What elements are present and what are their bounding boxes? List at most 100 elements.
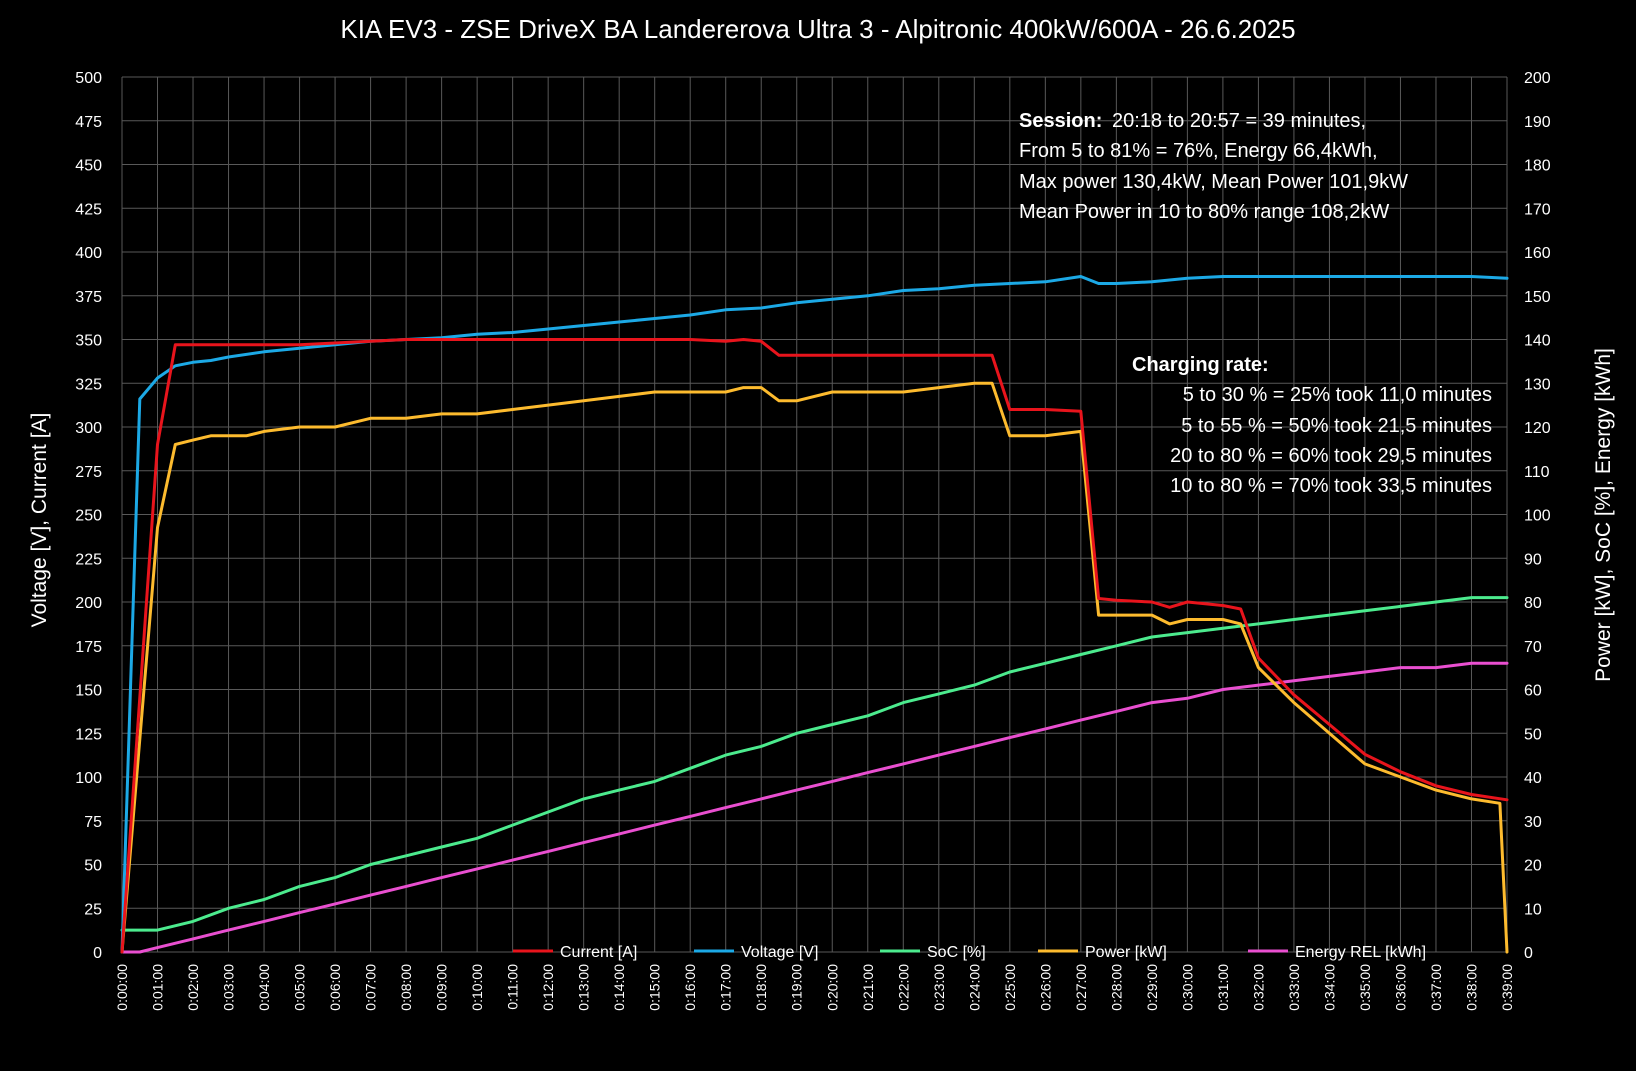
x-tick-label: 0:33:00: [1286, 964, 1302, 1011]
x-tick-label: 0:07:00: [363, 964, 379, 1011]
x-tick-label: 0:21:00: [860, 964, 876, 1011]
y-left-tick-label: 275: [75, 464, 102, 481]
x-tick-label: 0:02:00: [185, 964, 201, 1011]
y-right-tick-label: 90: [1524, 551, 1542, 568]
x-tick-label: 0:20:00: [824, 964, 840, 1011]
y-left-tick-label: 75: [84, 814, 102, 831]
x-tick-label: 0:35:00: [1357, 964, 1373, 1011]
x-tick-label: 0:38:00: [1463, 964, 1479, 1011]
series-line-power-kw: [120, 381, 1509, 954]
series-line-current-a: [120, 338, 1509, 954]
y-right-tick-label: 200: [1524, 70, 1551, 87]
y-left-tick-label: 25: [84, 901, 102, 918]
session-line-1: 20:18 to 20:57 = 39 minutes,: [1112, 110, 1366, 132]
y-left-tick-label: 325: [75, 376, 102, 393]
y-left-tick-label: 350: [75, 333, 102, 350]
y-right-tick-label: 30: [1524, 814, 1542, 831]
y-right-tick-label: 150: [1524, 289, 1551, 306]
y-left-tick-label: 475: [75, 114, 102, 131]
y-left-tick-label: 150: [75, 683, 102, 700]
legend-label-voltage-v: Voltage [V]: [741, 944, 818, 961]
y-right-tick-label: 80: [1524, 595, 1542, 612]
y-left-tick-label: 425: [75, 201, 102, 218]
y-right-tick-label: 10: [1524, 901, 1542, 918]
x-tick-label: 0:31:00: [1215, 964, 1231, 1011]
x-tick-label: 0:18:00: [753, 964, 769, 1011]
y-right-tick-label: 160: [1524, 245, 1551, 262]
x-tick-label: 0:12:00: [540, 964, 556, 1011]
y-left-tick-label: 225: [75, 551, 102, 568]
series-line-energy-rel-kwh: [120, 661, 1509, 954]
y-left-tick-label: 175: [75, 639, 102, 656]
x-tick-label: 0:11:00: [505, 964, 521, 1010]
x-tick-label: 0:15:00: [647, 964, 663, 1011]
charging-rate-line-3: 20 to 80 % = 60% took 29,5 minutes: [1170, 445, 1492, 467]
chart-title: KIA EV3 - ZSE DriveX BA Landererova Ultr…: [340, 14, 1295, 44]
y-right-tick-label: 110: [1524, 464, 1550, 481]
y-left-tick-label: 200: [75, 595, 102, 612]
y-right-tick-label: 40: [1524, 770, 1542, 787]
x-tick-label: 0:01:00: [150, 964, 166, 1011]
y-right-tick-label: 60: [1524, 683, 1542, 700]
x-tick-label: 0:16:00: [682, 964, 698, 1011]
y-left-tick-label: 400: [75, 245, 102, 262]
x-tick-label: 0:08:00: [398, 964, 414, 1011]
y-left-tick-label: 50: [84, 858, 102, 875]
y-axis-left-title: Voltage [V], Current [A]: [28, 413, 51, 628]
x-tick-label: 0:36:00: [1392, 964, 1408, 1011]
y-left-tick-label: 100: [75, 770, 102, 787]
y-left-tick-label: 450: [75, 158, 102, 175]
charging-rate-line-2: 5 to 55 % = 50% took 21,5 minutes: [1181, 415, 1492, 437]
x-tick-label: 0:34:00: [1321, 964, 1337, 1011]
x-axis-ticks: 0:00:00 0:01:00 0:02:00 0:03:00 0:04:00 0:05:…: [114, 964, 1515, 1011]
session-label: Session:: [1019, 110, 1102, 132]
y-left-tick-label: 250: [75, 508, 102, 525]
series-line-soc: [120, 596, 1509, 932]
y-right-tick-label: 100: [1524, 508, 1551, 525]
y-right-tick-label: 180: [1524, 158, 1551, 175]
legend-label-current-a: Current [A]: [560, 944, 637, 961]
y-left-tick-label: 375: [75, 289, 102, 306]
x-tick-label: 0:04:00: [256, 964, 272, 1011]
x-tick-label: 0:23:00: [931, 964, 947, 1011]
series-line-voltage-v: [120, 275, 1509, 954]
charging-rate-label: Charging rate:: [1132, 354, 1269, 376]
legend: Current [A] Voltage [V] SoC [%] Power [kW] E…: [513, 944, 1426, 961]
y-right-tick-label: 170: [1524, 201, 1551, 218]
session-annotation: Session: 20:18 to 20:57 = 39 minutes, Fr…: [1019, 110, 1408, 223]
legend-label-power-kw: Power [kW]: [1085, 944, 1167, 961]
x-tick-label: 0:37:00: [1428, 964, 1444, 1011]
x-tick-label: 0:13:00: [576, 964, 592, 1011]
x-tick-label: 0:14:00: [611, 964, 627, 1011]
session-line-4: Mean Power in 10 to 80% range 108,2kW: [1019, 201, 1389, 223]
y-right-tick-label: 140: [1524, 333, 1551, 350]
x-tick-label: 0:29:00: [1144, 964, 1160, 1011]
y-right-tick-label: 190: [1524, 114, 1551, 131]
x-tick-label: 0:39:00: [1499, 964, 1515, 1011]
session-line-3: Max power 130,4kW, Mean Power 101,9kW: [1019, 171, 1408, 193]
x-tick-label: 0:30:00: [1179, 964, 1195, 1011]
x-tick-label: 0:09:00: [434, 964, 450, 1011]
x-tick-label: 0:22:00: [895, 964, 911, 1011]
x-tick-label: 0:24:00: [966, 964, 982, 1011]
y-axis-right-title: Power [kW], SoC [%], Energy [kWh]: [1592, 348, 1615, 682]
y-left-tick-label: 300: [75, 420, 102, 437]
legend-label-energy-rel-kwh: Energy REL [kWh]: [1295, 944, 1426, 961]
y-right-tick-label: 0: [1524, 945, 1533, 962]
x-tick-label: 0:19:00: [789, 964, 805, 1011]
charging-rate-line-4: 10 to 80 % = 70% took 33,5 minutes: [1170, 475, 1492, 497]
y-right-tick-label: 120: [1524, 420, 1551, 437]
y-right-tick-label: 130: [1524, 376, 1551, 393]
x-tick-label: 0:00:00: [114, 964, 130, 1011]
y-axis-left-ticks: 0 25 50 75 100 125 150 175 200 225 250 275 300 325 350…: [75, 70, 102, 962]
y-left-tick-label: 0: [93, 945, 102, 962]
y-left-tick-label: 500: [75, 70, 102, 87]
charging-rate-line-1: 5 to 30 % = 25% took 11,0 minutes: [1183, 384, 1492, 406]
x-tick-label: 0:32:00: [1250, 964, 1266, 1011]
y-right-tick-label: 50: [1524, 726, 1542, 743]
x-tick-label: 0:17:00: [718, 964, 734, 1011]
x-tick-label: 0:28:00: [1108, 964, 1124, 1011]
y-right-tick-label: 70: [1524, 639, 1542, 656]
